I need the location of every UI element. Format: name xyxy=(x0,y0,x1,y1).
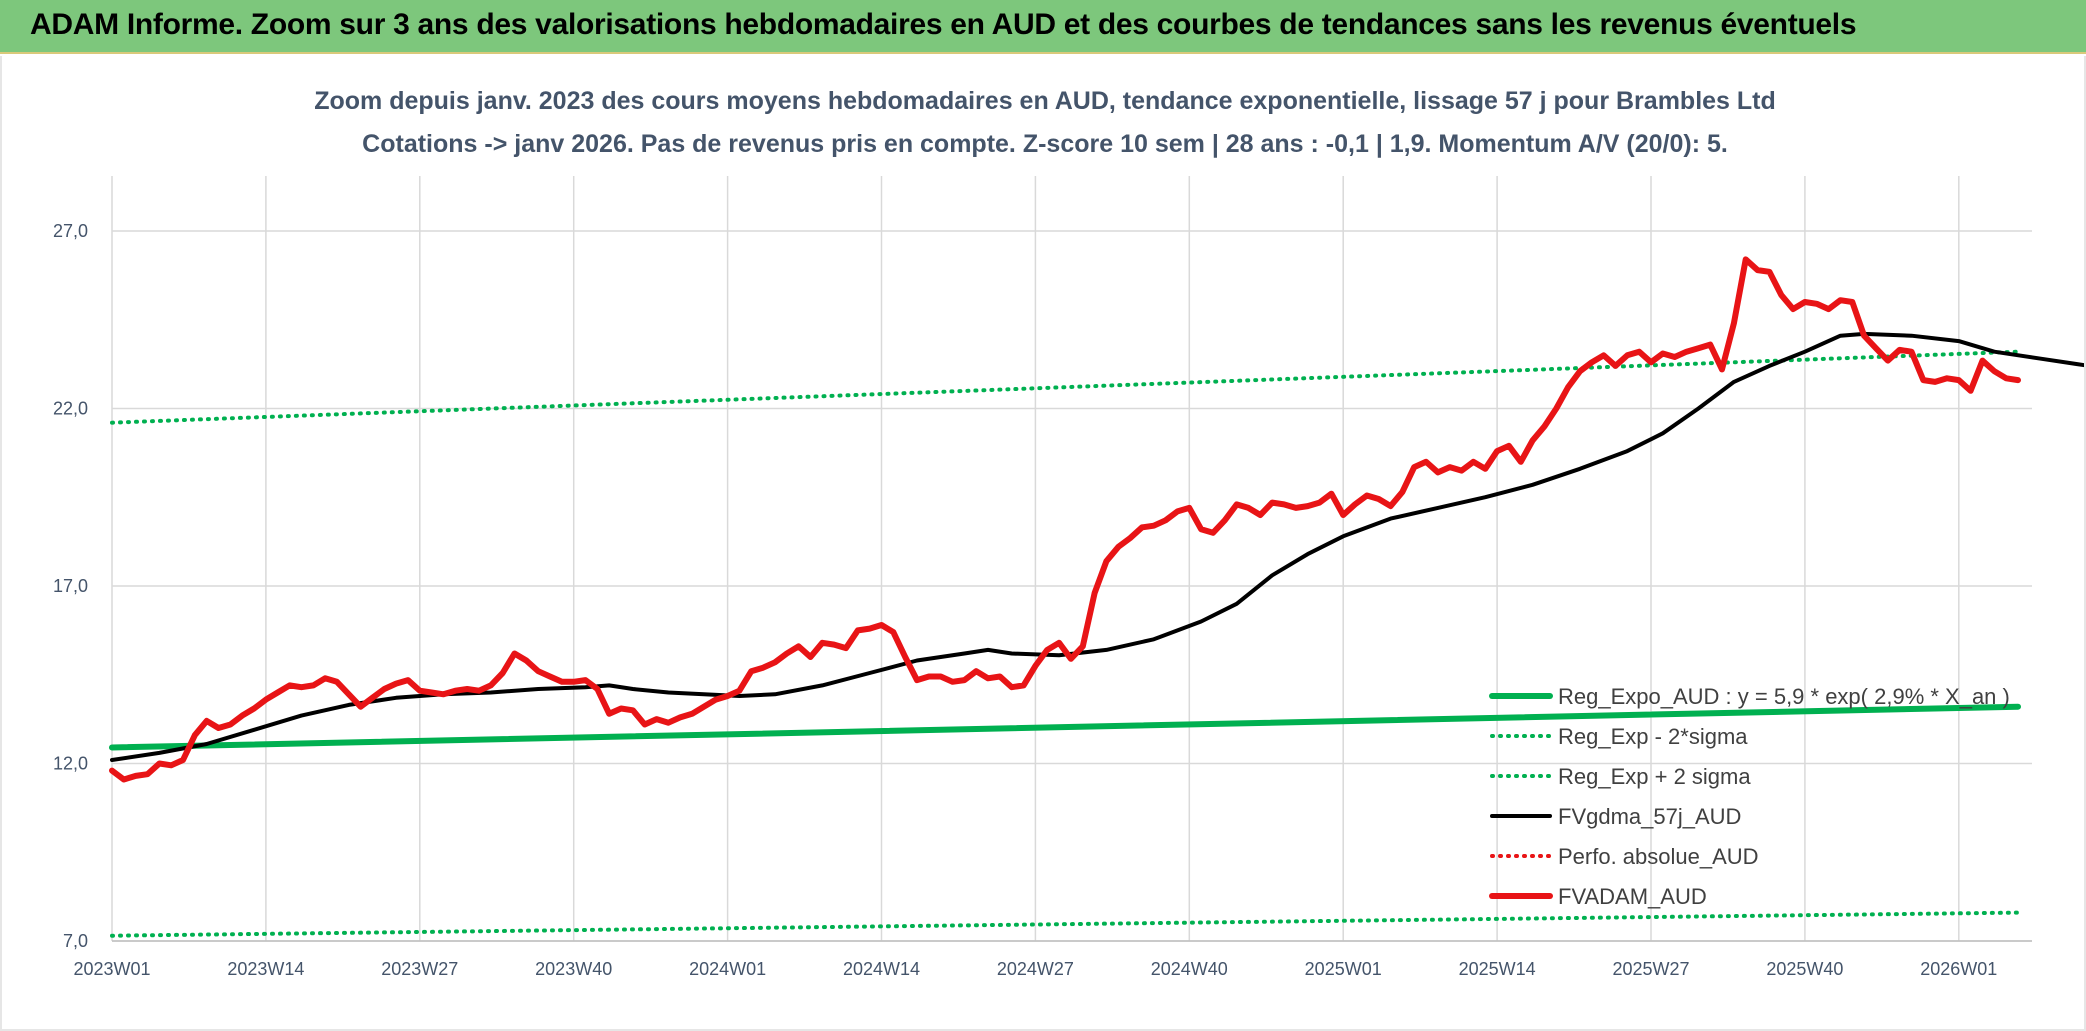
y-tick-label: 7,0 xyxy=(63,931,88,951)
axis-layer: 7,0 12,0 17,0 22,0 27,0 2023W01 2023W14 2023W27… xyxy=(53,221,2032,979)
x-tick-label: 2023W40 xyxy=(535,959,612,979)
x-tick-label: 2023W14 xyxy=(227,959,304,979)
y-tick-label: 22,0 xyxy=(53,399,88,419)
x-tick-label: 2026W01 xyxy=(1920,959,1997,979)
y-tick-label: 17,0 xyxy=(53,576,88,596)
x-tick-label: 2023W01 xyxy=(73,959,150,979)
x-tick-label: 2025W01 xyxy=(1305,959,1382,979)
series-line-2 xyxy=(110,910,2020,938)
x-tick-label: 2024W14 xyxy=(843,959,920,979)
legend-entry-label: Reg_Exp + 2 sigma xyxy=(1558,764,1751,789)
legend-entry-label: FVADAM_AUD xyxy=(1558,884,1707,909)
series-line-3 xyxy=(110,349,2020,425)
x-tick-label: 2025W27 xyxy=(1612,959,1689,979)
report-banner: ADAM Informe. Zoom sur 3 ans des valoris… xyxy=(0,0,2086,54)
legend-entry-label: FVgdma_57j_AUD xyxy=(1558,804,1741,829)
report-title: ADAM Informe. Zoom sur 3 ans des valoris… xyxy=(30,8,1857,41)
x-tick-label: 2025W40 xyxy=(1766,959,1843,979)
chart-frame: Zoom depuis janv. 2023 des cours moyens … xyxy=(0,56,2086,1031)
x-tick-label: 2024W27 xyxy=(997,959,1074,979)
y-tick-label: 27,0 xyxy=(53,221,88,241)
legend: Reg_Expo_AUD : y = 5,9 * exp( 2,9% * X_a… xyxy=(1489,684,2010,909)
y-tick-label: 12,0 xyxy=(53,754,88,774)
series-line-4 xyxy=(110,331,2084,762)
series-line-6 xyxy=(109,256,2021,783)
x-tick-label: 2025W14 xyxy=(1459,959,1536,979)
series-layer xyxy=(109,256,2084,938)
legend-entry-label: Reg_Expo_AUD : y = 5,9 * exp( 2,9% * X_a… xyxy=(1558,684,2010,709)
chart-subtitle-line-1: Zoom depuis janv. 2023 des cours moyens … xyxy=(314,87,1776,115)
grid-layer xyxy=(111,176,2032,942)
chart-subtitle-line-2: Cotations -> janv 2026. Pas de revenus p… xyxy=(362,130,1728,158)
legend-entry-label: Perfo. absolue_AUD xyxy=(1558,844,1759,869)
series-line-1 xyxy=(109,703,2021,751)
x-tick-label: 2023W27 xyxy=(381,959,458,979)
chart-svg: Zoom depuis janv. 2023 des cours moyens … xyxy=(53,87,2084,979)
chart-subtitle: Zoom depuis janv. 2023 des cours moyens … xyxy=(314,87,1776,158)
legend-entry-label: Reg_Exp - 2*sigma xyxy=(1558,724,1748,749)
x-tick-label: 2024W40 xyxy=(1151,959,1228,979)
x-tick-label: 2024W01 xyxy=(689,959,766,979)
